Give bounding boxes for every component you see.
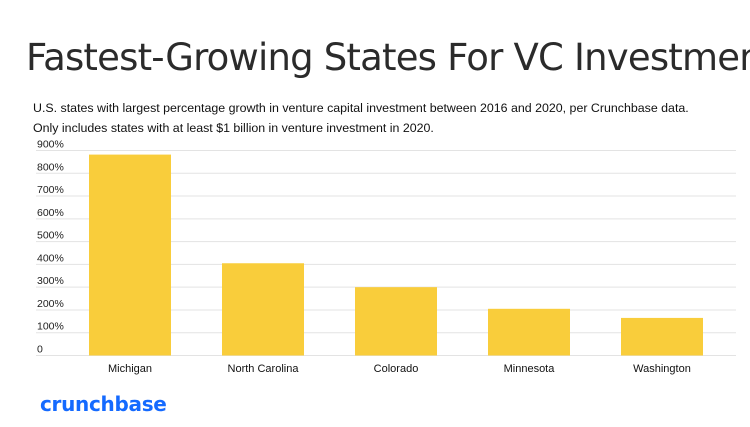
crunchbase-logo: crunchbase xyxy=(40,392,167,416)
subtitle-line: Only includes states with at least $1 bi… xyxy=(33,121,434,135)
bar-minnesota xyxy=(488,308,570,356)
x-category-label: Washington xyxy=(633,363,691,375)
x-category-label: Minnesota xyxy=(504,363,556,375)
chart-subtitle: U.S. states with largest percentage grow… xyxy=(33,98,733,138)
y-tick-label: 0 xyxy=(37,344,43,356)
y-tick-label: 900% xyxy=(37,139,64,151)
y-tick-label: 500% xyxy=(37,230,64,242)
x-category-label: North Carolina xyxy=(228,363,300,375)
x-axis-labels: Michigan North Carolina Colorado Minnesota W… xyxy=(108,363,691,375)
y-tick-label: 800% xyxy=(37,161,64,173)
subtitle-line: U.S. states with largest percentage grow… xyxy=(33,101,689,115)
bar-north-carolina xyxy=(222,263,304,356)
x-category-label: Michigan xyxy=(108,363,152,375)
y-tick-label: 400% xyxy=(37,252,64,264)
bar-colorado xyxy=(355,287,437,356)
y-tick-label: 200% xyxy=(37,298,64,310)
bars xyxy=(89,154,703,356)
y-tick-label: 300% xyxy=(37,275,64,287)
y-tick-label: 100% xyxy=(37,321,64,333)
x-category-label: Colorado xyxy=(374,363,419,375)
chart-title: Fastest-Growing States For VC Investment xyxy=(26,36,750,79)
bar-washington xyxy=(621,317,703,356)
y-tick-label: 700% xyxy=(37,184,64,196)
bar-michigan xyxy=(89,154,171,356)
y-tick-label: 600% xyxy=(37,207,64,219)
y-axis-ticks: 0 100% 200% 300% 400% 500% 600% 700% 800% 900% xyxy=(37,139,64,356)
